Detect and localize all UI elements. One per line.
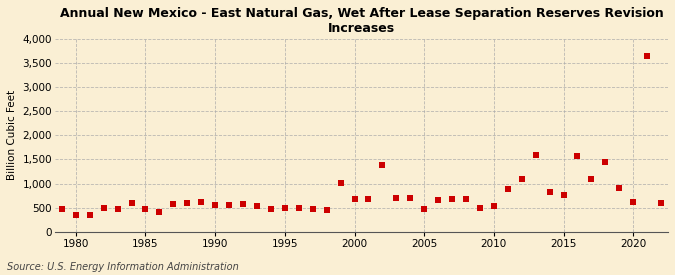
Point [321, 208, 332, 212]
Point [586, 177, 597, 181]
Point [126, 201, 137, 205]
Point [182, 201, 192, 205]
Point [377, 163, 387, 167]
Point [99, 206, 109, 210]
Point [489, 204, 500, 208]
Point [252, 204, 263, 208]
Point [70, 213, 81, 217]
Point [265, 207, 276, 211]
Point [655, 201, 666, 205]
Point [335, 180, 346, 185]
Point [223, 203, 234, 207]
Point [140, 207, 151, 211]
Point [516, 177, 527, 181]
Point [600, 160, 611, 164]
Text: Source: U.S. Energy Information Administration: Source: U.S. Energy Information Administ… [7, 262, 238, 272]
Title: Annual New Mexico - East Natural Gas, Wet After Lease Separation Reserves Revisi: Annual New Mexico - East Natural Gas, We… [59, 7, 664, 35]
Point [391, 196, 402, 200]
Point [572, 153, 583, 158]
Point [84, 213, 95, 218]
Point [475, 205, 485, 210]
Point [307, 207, 318, 211]
Point [460, 197, 471, 201]
Point [196, 200, 207, 204]
Point [154, 209, 165, 214]
Point [363, 197, 374, 201]
Point [405, 196, 416, 200]
Point [294, 205, 304, 210]
Point [279, 206, 290, 210]
Point [614, 186, 624, 191]
Point [418, 207, 429, 211]
Point [642, 54, 653, 58]
Point [544, 190, 555, 194]
Point [57, 207, 68, 211]
Point [238, 202, 248, 207]
Y-axis label: Billion Cubic Feet: Billion Cubic Feet [7, 90, 17, 180]
Point [349, 197, 360, 201]
Point [558, 193, 569, 197]
Point [433, 197, 443, 202]
Point [502, 187, 513, 191]
Point [628, 200, 639, 204]
Point [112, 207, 123, 211]
Point [210, 203, 221, 208]
Point [447, 197, 458, 201]
Point [168, 202, 179, 206]
Point [531, 152, 541, 157]
